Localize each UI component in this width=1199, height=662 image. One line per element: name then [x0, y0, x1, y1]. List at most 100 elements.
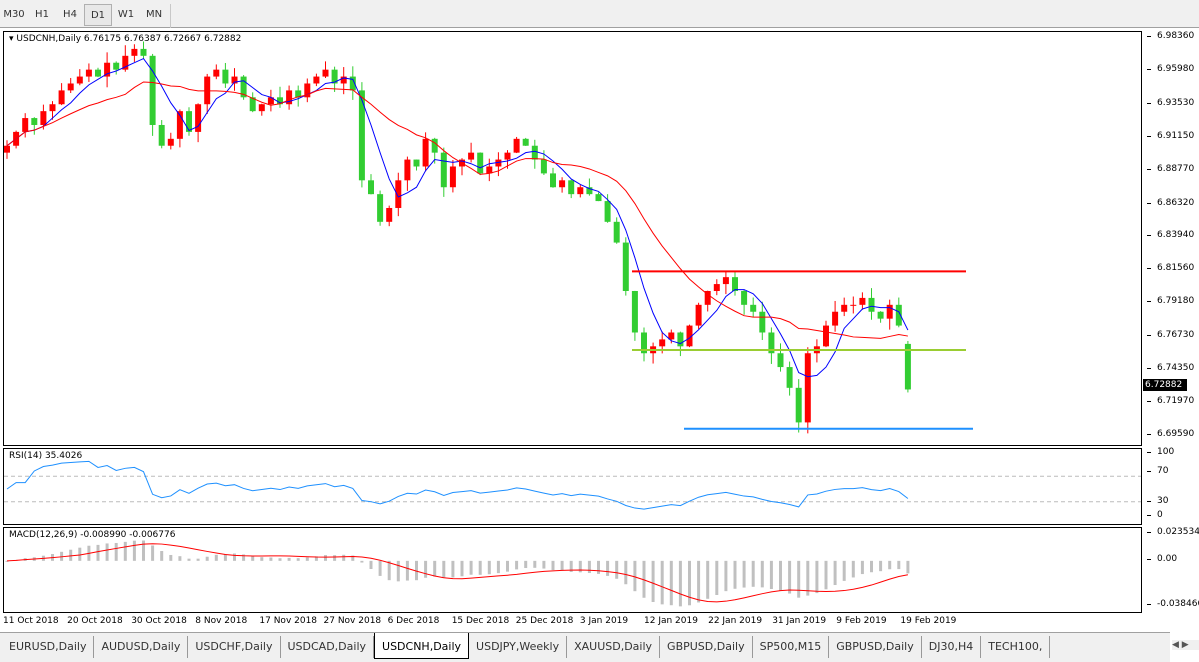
macd-histogram-bar [824, 560, 828, 590]
candle-body [404, 159, 411, 181]
axis-tick-label: 6.95980 [1146, 63, 1195, 74]
timeframe-d1[interactable]: D1 [84, 4, 112, 26]
macd-histogram-bar [114, 542, 118, 561]
macd-histogram-bar [751, 560, 755, 587]
candle-body [295, 90, 302, 98]
chart-tab[interactable]: GBPUSD,Daily [829, 636, 922, 658]
candle-body [486, 166, 493, 174]
chart-tab[interactable]: USDCAD,Daily [281, 636, 375, 658]
candle-body [104, 62, 111, 77]
candle-body [395, 180, 402, 208]
date-label: 11 Oct 2018 [3, 616, 59, 626]
candle-body [40, 111, 47, 125]
macd-histogram-bar [287, 557, 291, 561]
axis-tick-label: 6.91150 [1146, 130, 1195, 141]
macd-histogram-bar [132, 540, 136, 561]
macd-histogram-bar [451, 560, 455, 578]
price-chart[interactable]: ▾ USDCNH,Daily 6.76175 6.76387 6.72667 6… [3, 31, 1142, 446]
axis-tick-label: 6.88770 [1146, 163, 1195, 174]
macd-histogram-bar [178, 556, 182, 561]
macd-histogram-bar [314, 556, 318, 561]
candle-body [149, 55, 156, 125]
chart-tab[interactable]: GBPUSD,Daily [660, 636, 753, 658]
candle-body [386, 207, 393, 222]
macd-histogram-bar [269, 557, 273, 561]
macd-histogram-bar [160, 551, 164, 561]
candle-body [176, 111, 183, 139]
candle-body [631, 290, 638, 333]
macd-histogram-bar [342, 554, 346, 561]
timeframe-toolbar: M30 H1 H4 D1 W1 MN [0, 0, 1199, 28]
axis-tick-label: 6.71970 [1146, 396, 1195, 407]
macd-histogram-bar [5, 560, 9, 562]
candle-body [286, 90, 293, 105]
macd-histogram-bar [506, 560, 509, 572]
axis-tick-label: -0.038466 [1146, 599, 1199, 610]
candle-body [95, 69, 101, 77]
macd-histogram-bar [633, 560, 637, 592]
candle-body [368, 180, 374, 195]
candle-body [904, 343, 911, 390]
axis-tick-label: 30 [1146, 496, 1169, 506]
candle-body [277, 97, 283, 105]
macd-histogram-bar [305, 557, 309, 561]
macd-histogram-bar [396, 560, 400, 582]
rsi-panel[interactable]: RSI(14) 35.4026 [3, 448, 1142, 525]
candle-body [513, 138, 520, 153]
timeframe-w1[interactable]: W1 [117, 9, 135, 20]
chart-tab[interactable]: DJ30,H4 [922, 636, 982, 658]
chart-tab[interactable]: USDCNH,Daily [374, 633, 470, 659]
chart-tab[interactable]: AUDUSD,Daily [94, 636, 189, 658]
rsi-line [6, 460, 909, 510]
candle-body [331, 69, 338, 84]
macd-histogram-bar [578, 560, 582, 573]
macd-histogram-bar [842, 560, 846, 581]
macd-histogram-bar [96, 544, 100, 561]
macd-histogram-bar [806, 560, 810, 596]
date-label: 8 Nov 2018 [195, 616, 248, 626]
tab-scroll-arrows[interactable]: ◀ ▶ [1172, 640, 1199, 650]
candle-body [167, 138, 174, 146]
macd-svg [5, 540, 910, 607]
macd-histogram-bar [888, 560, 892, 570]
macd-histogram-bar [560, 560, 564, 571]
chart-tab[interactable]: SP500,M15 [753, 636, 830, 658]
macd-histogram-bar [860, 560, 864, 575]
macd-histogram-bar [105, 543, 109, 561]
chart-tab[interactable]: EURUSD,Daily [2, 636, 95, 658]
candle-body [686, 325, 693, 347]
macd-histogram-bar [214, 554, 218, 561]
chart-tab[interactable]: TECH100, [981, 636, 1051, 658]
date-label: 6 Dec 2018 [387, 616, 440, 626]
macd-histogram-bar [615, 560, 619, 579]
macd-axis: 0.023534 0.00 -0.038466 [1145, 527, 1199, 613]
date-label: 19 Feb 2019 [900, 616, 957, 626]
candle-body [713, 284, 720, 291]
timeframe-m30[interactable]: M30 [3, 9, 25, 20]
axis-tick-label: 100 [1146, 447, 1175, 457]
macd-histogram-bar [669, 560, 673, 606]
candle-body [595, 194, 602, 202]
macd-histogram-bar [788, 560, 792, 594]
macd-panel[interactable]: MACD(12,26,9) -0.008990 -0.006776 [3, 527, 1142, 613]
timeframe-mn[interactable]: MN [145, 9, 163, 20]
candle-body [777, 353, 784, 368]
candle-body [222, 69, 229, 84]
macd-histogram-bar [551, 560, 555, 571]
chart-tab[interactable]: USDCHF,Daily [188, 636, 281, 658]
axis-tick-label: 6.83940 [1146, 230, 1195, 241]
timeframe-h4[interactable]: H4 [63, 9, 77, 20]
candle-body [358, 90, 365, 181]
macd-histogram-bar [242, 554, 246, 561]
candle-body [322, 69, 329, 77]
macd-histogram-bar [515, 560, 519, 570]
chart-tab[interactable]: USDJPY,Weekly [469, 636, 568, 658]
macd-histogram-bar [324, 555, 327, 561]
candle-body [732, 277, 738, 291]
timeframe-h1[interactable]: H1 [35, 9, 49, 20]
axis-tick-label: 0 [1147, 510, 1163, 520]
chart-tab[interactable]: XAUUSD,Daily [567, 636, 661, 658]
candle-body [759, 311, 766, 333]
macd-histogram-bar [123, 541, 127, 561]
macd-histogram-bar [569, 560, 573, 572]
